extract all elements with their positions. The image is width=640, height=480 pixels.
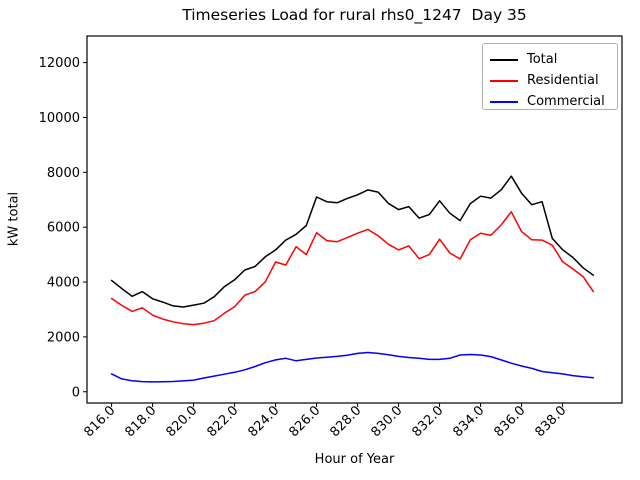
y-tick-label: 2000: [47, 330, 80, 345]
legend-label: Total: [527, 52, 558, 67]
y-tick-label: 0: [72, 385, 80, 400]
y-tick-label: 4000: [47, 276, 80, 291]
x-tick-label: 828.0: [327, 403, 364, 440]
x-tick-label: 832.0: [409, 403, 446, 440]
x-tick-label: 818.0: [122, 403, 159, 440]
legend-label: Commercial: [527, 94, 605, 109]
series-line-commercial: [110, 351, 595, 383]
series-line-residential: [110, 211, 595, 326]
legend-box: Total Residential Commercial: [482, 43, 618, 110]
legend-item-commercial: Commercial: [490, 91, 609, 112]
legend-item-total: Total: [490, 49, 609, 70]
commercial-line-swatch: [490, 100, 518, 103]
x-tick-label: 830.0: [368, 403, 405, 440]
y-axis-label: kW total: [6, 191, 22, 247]
residential-line-swatch: [490, 79, 518, 82]
x-tick-label: 826.0: [286, 403, 323, 440]
x-tick-label: 822.0: [204, 403, 241, 440]
series-line-total: [110, 175, 595, 308]
y-tick-label: 10000: [39, 111, 80, 126]
x-tick-label: 838.0: [532, 403, 569, 440]
x-tick-label: 836.0: [491, 403, 528, 440]
x-tick-label: 816.0: [82, 403, 119, 440]
x-tick-label: 820.0: [163, 403, 200, 440]
axes-frame: [86, 35, 623, 404]
legend-label: Residential: [527, 73, 599, 88]
y-tick-label: 12000: [39, 56, 80, 71]
chart-title: Timeseries Load for rural rhs0_1247 Day …: [182, 6, 527, 24]
legend-item-residential: Residential: [490, 70, 609, 91]
x-axis-label: Hour of Year: [314, 452, 395, 467]
y-tick-label: 6000: [47, 221, 80, 236]
y-tick-label: 8000: [47, 166, 80, 181]
total-line-swatch: [490, 58, 518, 61]
x-tick-label: 834.0: [450, 403, 487, 440]
x-tick-label: 824.0: [245, 403, 282, 440]
